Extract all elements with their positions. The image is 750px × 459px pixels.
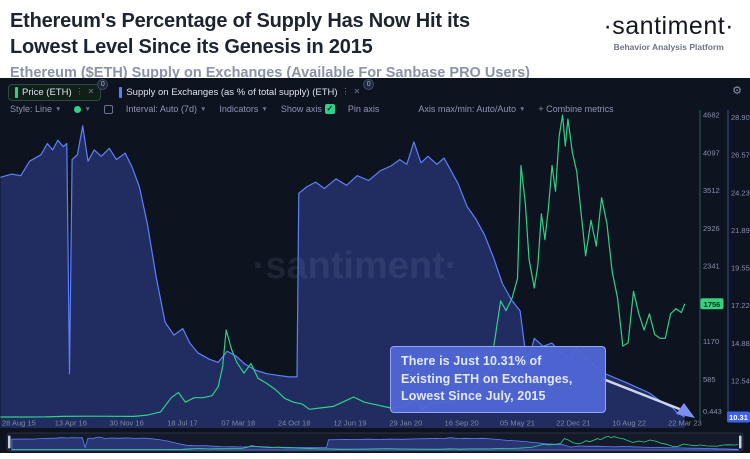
x-axis-tick: 18 Jul 17 bbox=[167, 419, 197, 428]
price-axis-tick: 4682 bbox=[703, 111, 720, 120]
kebab-menu-icon[interactable]: ⋮ bbox=[75, 87, 84, 96]
metric-tabs-row: Price (ETH) ⋮ ✕ 0 Supply on Exchanges (a… bbox=[0, 78, 750, 102]
header-titles: Ethereum's Percentage of Supply Has Now … bbox=[10, 8, 530, 81]
show-axis-label: Show axis bbox=[280, 104, 322, 114]
show-axis-checkbox[interactable]: ✓ bbox=[324, 104, 335, 114]
supply-current-badge-bg bbox=[727, 411, 750, 423]
chevron-down-icon: ▼ bbox=[199, 105, 207, 113]
page-subtitle: Ethereum ($ETH) Supply on Exchanges (Ava… bbox=[10, 65, 530, 81]
pin-axis-label: Pin axis bbox=[347, 104, 380, 114]
supply-axis-tick: 17.22 bbox=[731, 301, 750, 310]
page-title-line2: Lowest Level Since its Genesis in 2015 bbox=[10, 36, 373, 58]
axis-maxmin-dropdown[interactable]: Axis max/min: Auto/Auto ▼ bbox=[418, 104, 525, 114]
series-color-dropdown[interactable]: ▼ bbox=[74, 105, 91, 113]
price-axis-tick: 3512 bbox=[703, 186, 720, 195]
chevron-down-icon: ▼ bbox=[84, 105, 91, 113]
supply-color-bar bbox=[119, 86, 123, 98]
indicators-dropdown[interactable]: Indicators ▼ bbox=[219, 104, 267, 114]
chevron-down-icon: ▼ bbox=[55, 105, 62, 113]
tab-supply-label: Supply on Exchanges (as % of total suppl… bbox=[126, 86, 338, 98]
chevron-down-icon: ▼ bbox=[261, 105, 268, 113]
axis-maxmin-label: Axis max/min: Auto/Auto bbox=[418, 104, 516, 114]
x-axis-tick: 22 Mar 23 bbox=[668, 419, 702, 428]
settings-gear-icon[interactable]: ⚙ bbox=[732, 85, 742, 97]
supply-axis-tick: 21.895 bbox=[731, 226, 750, 235]
close-icon[interactable]: ✕ bbox=[353, 87, 361, 96]
price-color-bar bbox=[15, 86, 18, 98]
x-axis-tick: 24 Oct 18 bbox=[278, 419, 311, 428]
x-axis-tick: 07 Mar 18 bbox=[221, 419, 255, 428]
navigator-price-line bbox=[11, 435, 739, 450]
x-axis-tick: 29 Jan 20 bbox=[389, 419, 422, 428]
series-color-dot-icon bbox=[74, 105, 82, 113]
x-axis-tick: 16 Sep 20 bbox=[445, 419, 479, 428]
annotation-line: Lowest Since July, 2015 bbox=[401, 389, 546, 403]
santiment-tagline: Behavior Analysis Platform bbox=[613, 42, 724, 52]
tab-price-eth[interactable]: Price (ETH) ⋮ ✕ 0 bbox=[8, 78, 109, 101]
square-chart-icon bbox=[103, 104, 113, 114]
supply-axis-tick: 19.558 bbox=[731, 264, 750, 273]
chevron-down-icon: ▼ bbox=[518, 105, 526, 113]
page-title-line1: Ethereum's Percentage of Supply Has Now … bbox=[10, 10, 470, 32]
x-axis-tick: 12 Jun 19 bbox=[334, 419, 367, 428]
x-axis-tick: 13 Apr 16 bbox=[55, 419, 87, 428]
supply-axis-tick: 26.571 bbox=[731, 151, 750, 160]
timeline-navigator[interactable] bbox=[6, 432, 744, 452]
x-axis-tick: 22 Dec 21 bbox=[556, 419, 590, 428]
supply-current-badge: 10.31 bbox=[729, 413, 748, 422]
santiment-wordmark: ·santiment· bbox=[603, 12, 734, 40]
chart-type-button[interactable] bbox=[103, 104, 113, 114]
supply-axis-tick: 28.908 bbox=[731, 113, 750, 122]
annotation-line: There is Just 10.31% of bbox=[401, 354, 542, 368]
price-axis-tick: 1170 bbox=[703, 337, 719, 346]
navigator-left-handle[interactable] bbox=[8, 435, 11, 449]
price-axis-tick: 4097 bbox=[703, 148, 720, 157]
combine-metrics-button[interactable]: + Combine metrics bbox=[538, 104, 613, 114]
tab-price-badge: 0 bbox=[97, 78, 109, 90]
show-axis-control[interactable]: Show axis ✓ bbox=[281, 104, 335, 114]
navigator-right-handle[interactable] bbox=[739, 435, 742, 449]
x-axis-tick: 30 Nov 16 bbox=[110, 419, 144, 428]
x-axis-tick: 28 Aug 15 bbox=[2, 419, 36, 428]
annotation-callout[interactable]: There is Just 10.31% of Existing ETH on … bbox=[390, 346, 606, 413]
annotation-arrow-shaft bbox=[602, 377, 683, 412]
x-axis-tick: 10 Aug 22 bbox=[612, 419, 646, 428]
indicators-label: Indicators bbox=[219, 104, 259, 114]
style-dropdown[interactable]: Style: Line ▼ bbox=[10, 104, 61, 114]
price-axis-tick: 2926 bbox=[703, 224, 720, 233]
watermark: ·santiment· bbox=[253, 245, 458, 287]
chart-controls-row: Style: Line ▼ ▼ Interval: Auto (7d) ▼ In… bbox=[0, 102, 750, 116]
santiment-logo: ·santiment· Behavior Analysis Platform bbox=[603, 8, 740, 52]
price-axis-bottom-tick: 0.443 bbox=[703, 407, 722, 416]
price-current-badge: 1756 bbox=[704, 300, 721, 309]
kebab-menu-icon[interactable]: ⋮ bbox=[341, 87, 350, 96]
supply-axis-tick: 12.545 bbox=[731, 377, 750, 386]
tab-price-label: Price (ETH) bbox=[22, 86, 72, 98]
supply-axis-tick: 14.883 bbox=[731, 339, 750, 348]
interval-dropdown[interactable]: Interval: Auto (7d) ▼ bbox=[126, 104, 206, 114]
tab-supply-on-exchanges[interactable]: Supply on Exchanges (as % of total suppl… bbox=[113, 78, 375, 100]
tab-supply-badge: 0 bbox=[363, 78, 375, 90]
chart-panel bbox=[0, 78, 750, 453]
interval-label: Interval: Auto (7d) bbox=[125, 104, 197, 114]
pin-axis-control[interactable]: Pin axis bbox=[348, 104, 380, 114]
close-icon[interactable]: ✕ bbox=[87, 87, 95, 96]
header: Ethereum's Percentage of Supply Has Now … bbox=[0, 0, 750, 81]
navigator-supply-area bbox=[11, 436, 739, 451]
annotation-line: Existing ETH on Exchanges, bbox=[401, 371, 573, 386]
price-axis-tick: 585 bbox=[703, 375, 716, 384]
supply-axis-tick: 24.233 bbox=[731, 188, 750, 197]
x-axis-tick: 05 May 21 bbox=[500, 419, 535, 428]
style-label: Style: Line bbox=[10, 104, 53, 114]
combine-metrics-label: + Combine metrics bbox=[538, 104, 614, 114]
price-current-badge-bg bbox=[700, 298, 724, 310]
price-axis-tick: 2341 bbox=[703, 262, 720, 271]
annotation-arrow-head bbox=[676, 403, 695, 418]
